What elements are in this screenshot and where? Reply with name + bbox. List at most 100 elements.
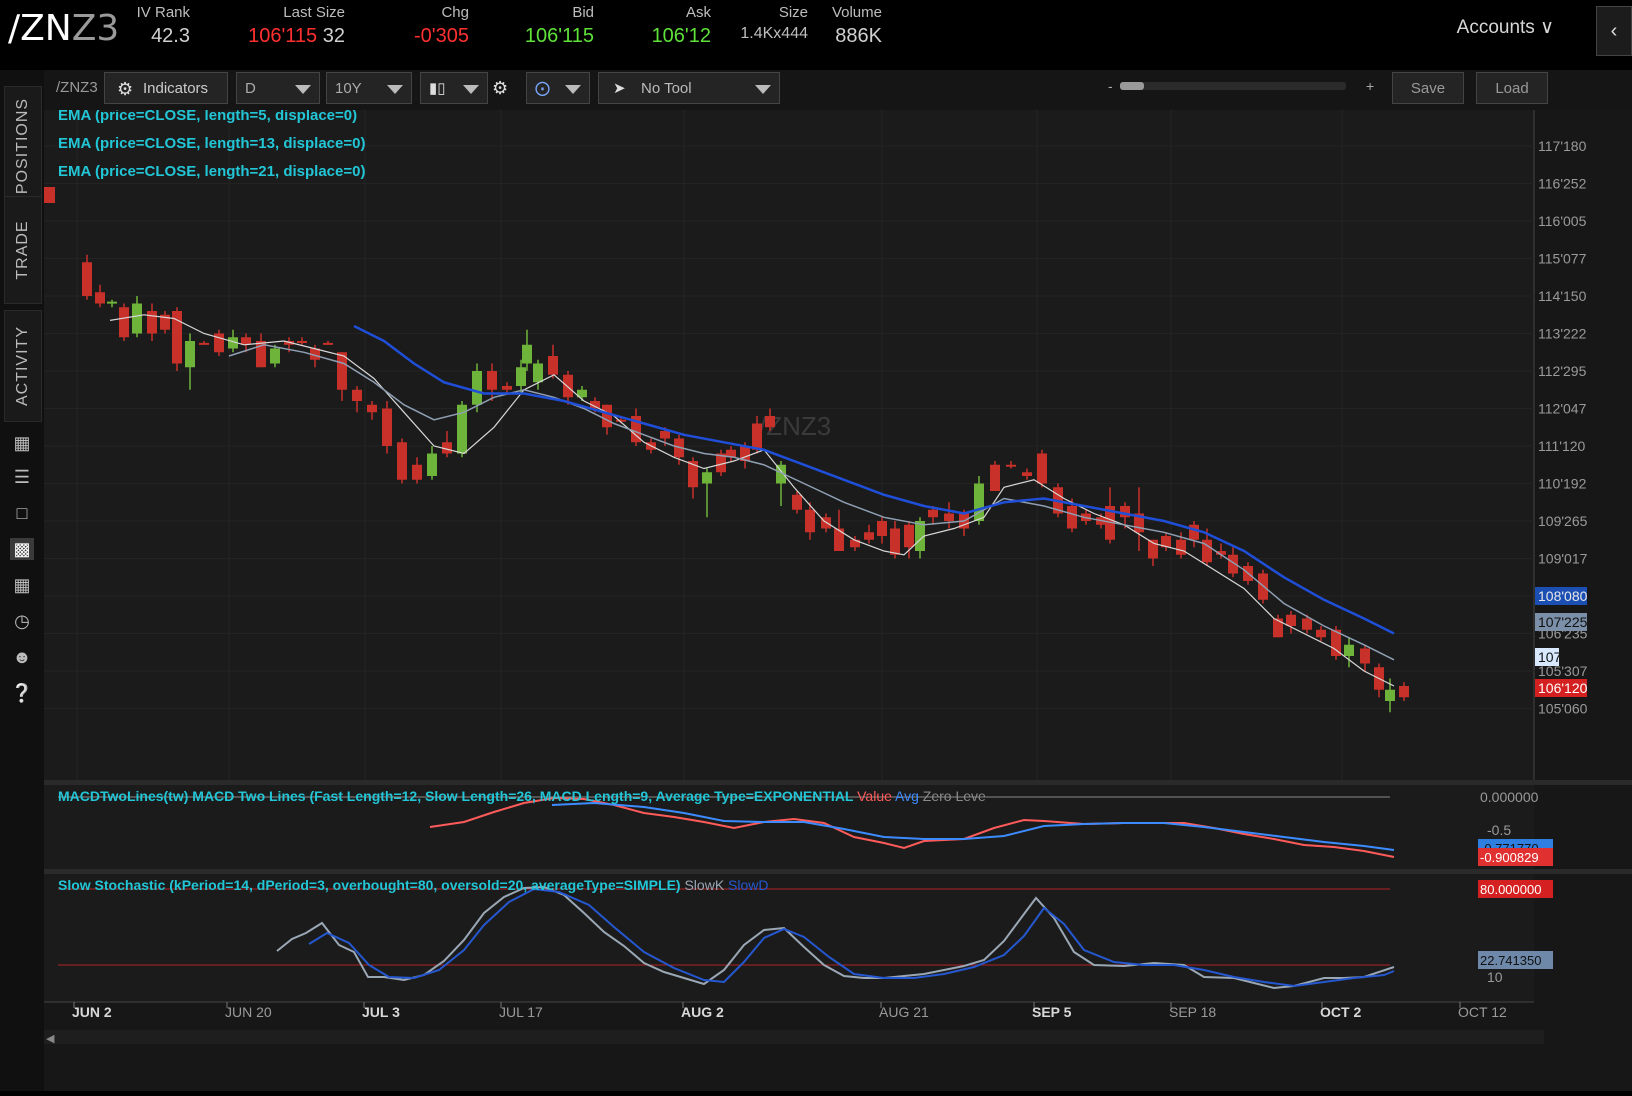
candle[interactable] — [765, 408, 775, 432]
stochastic-panel[interactable]: Slow Stochastic (kPeriod=14, dPeriod=3, … — [44, 874, 1553, 1002]
candle[interactable] — [516, 359, 526, 394]
time-axis[interactable]: JUN 2 JUN 20 JUL 3 JUL 17 AUG 2 AUG 21 SEP 5 SE… — [44, 1001, 1534, 1020]
candle[interactable] — [1189, 521, 1199, 548]
candle[interactable] — [367, 401, 377, 420]
candle[interactable] — [1316, 626, 1326, 641]
zoom-slider[interactable] — [1120, 82, 1346, 90]
candle[interactable] — [241, 333, 251, 353]
indicators-button[interactable]: ⚙ Indicators — [104, 72, 228, 104]
price-panel[interactable]: /ZNZ3 EMA (price=CLOSE, length=5, displa… — [44, 107, 1588, 780]
candle[interactable] — [337, 352, 347, 401]
panel-splitter[interactable] — [44, 869, 1632, 874]
candle[interactable] — [352, 386, 362, 413]
candle[interactable] — [427, 446, 437, 480]
candle[interactable] — [1148, 539, 1158, 566]
tab-trade[interactable]: TRADE — [4, 196, 42, 304]
candle[interactable] — [563, 371, 573, 405]
candle[interactable] — [1360, 644, 1370, 671]
list-icon[interactable]: ☰ — [13, 467, 31, 487]
collapse-panel-button[interactable]: ‹ — [1596, 6, 1632, 56]
candle[interactable] — [95, 284, 105, 308]
load-button[interactable]: Load — [1476, 72, 1548, 104]
candle[interactable] — [1022, 468, 1032, 480]
candle[interactable] — [1344, 637, 1354, 668]
candle[interactable] — [904, 521, 914, 559]
macd-panel[interactable]: MACDTwoLines(tw) MACD Two Lines (Fast Le… — [44, 785, 1553, 869]
candle[interactable] — [228, 329, 238, 353]
candle[interactable] — [974, 476, 984, 525]
candle[interactable] — [119, 303, 129, 342]
candle[interactable] — [323, 341, 333, 345]
symbol-title[interactable]: /ZNZ3 — [8, 8, 120, 49]
chart-area[interactable]: /ZNZ3 EMA (price=CLOSE, length=5, displa… — [44, 107, 1632, 1091]
candle[interactable] — [457, 401, 467, 458]
candle[interactable] — [805, 502, 815, 540]
monitor-icon[interactable]: ▦ — [13, 433, 31, 453]
scroll-left-icon[interactable]: ◀ — [46, 1033, 55, 1045]
candle[interactable] — [199, 341, 209, 345]
chart-canvas[interactable]: /ZNZ3 EMA (price=CLOSE, length=5, displa… — [44, 107, 1632, 1091]
drawing-set-select[interactable]: ⨀ — [526, 72, 590, 104]
candle[interactable] — [270, 344, 280, 368]
candle[interactable] — [185, 333, 195, 390]
candle[interactable] — [256, 333, 266, 368]
timeframe-select[interactable]: 10Y — [326, 72, 412, 104]
candle[interactable] — [82, 254, 92, 300]
candle[interactable] — [214, 329, 224, 356]
chart-settings-button[interactable]: ⚙ — [488, 72, 514, 104]
study-label-ema-21[interactable]: EMA (price=CLOSE, length=21, displace=0) — [58, 163, 365, 180]
candle[interactable] — [382, 401, 392, 454]
candle[interactable] — [502, 382, 512, 394]
candle[interactable] — [890, 521, 900, 559]
candle[interactable] — [1037, 449, 1047, 488]
save-button[interactable]: Save — [1392, 72, 1464, 104]
candle[interactable] — [702, 468, 712, 518]
zoom-slider-thumb[interactable] — [1120, 82, 1144, 90]
candle[interactable] — [864, 524, 874, 544]
candle[interactable] — [397, 438, 407, 484]
candle[interactable] — [442, 431, 452, 458]
zoom-out-button[interactable]: - — [1108, 78, 1113, 94]
horizontal-scrollbar[interactable] — [44, 1030, 1544, 1044]
candle[interactable] — [716, 449, 726, 476]
candle[interactable] — [297, 337, 307, 345]
candle[interactable] — [132, 296, 142, 338]
candle[interactable] — [776, 461, 786, 506]
analyze-icon[interactable]: ◷ — [14, 611, 30, 631]
community-icon[interactable]: ☻ — [12, 647, 32, 667]
candle[interactable] — [548, 344, 558, 379]
tab-activity[interactable]: ACTIVITY — [4, 310, 42, 422]
panel-splitter[interactable] — [44, 780, 1632, 785]
candle[interactable] — [1161, 532, 1171, 551]
drawing-tool-select[interactable]: ➤ No Tool — [598, 72, 780, 104]
candle[interactable] — [107, 299, 117, 308]
candle[interactable] — [1302, 614, 1312, 634]
candle[interactable] — [172, 307, 182, 371]
candle[interactable] — [850, 536, 860, 551]
candle[interactable] — [533, 359, 543, 390]
help-icon[interactable]: ❔ — [10, 683, 34, 703]
candle[interactable] — [1134, 487, 1144, 551]
study-label-ema-5[interactable]: EMA (price=CLOSE, length=5, displace=0) — [58, 107, 357, 124]
macd-study-label[interactable]: MACDTwoLines(tw) MACD Two Lines (Fast Le… — [58, 788, 986, 804]
candle[interactable] — [631, 408, 641, 447]
accounts-menu[interactable]: Accounts ∨ — [1456, 17, 1554, 38]
candle[interactable] — [1286, 611, 1296, 634]
stoch-study-label[interactable]: Slow Stochastic (kPeriod=14, dPeriod=3, … — [58, 877, 769, 893]
symbol-field[interactable]: /ZNZ3 — [56, 79, 98, 96]
candle[interactable] — [1120, 502, 1130, 529]
candle[interactable] — [1399, 682, 1409, 701]
study-label-ema-13[interactable]: EMA (price=CLOSE, length=13, displace=0) — [58, 135, 365, 152]
aggregation-select[interactable]: D — [236, 72, 320, 104]
chart-icon[interactable]: ▩ — [10, 538, 34, 560]
zoom-in-button[interactable]: + — [1366, 78, 1375, 94]
candle[interactable] — [792, 491, 802, 514]
candle[interactable] — [522, 329, 532, 371]
candle[interactable] — [877, 517, 887, 544]
candle[interactable] — [412, 457, 422, 484]
candle[interactable] — [944, 502, 954, 529]
candle[interactable] — [1273, 614, 1283, 638]
chart-style-select[interactable]: ▮▯ — [420, 72, 488, 104]
grid-icon[interactable]: ▦ — [13, 575, 31, 595]
candle[interactable] — [1216, 543, 1226, 559]
